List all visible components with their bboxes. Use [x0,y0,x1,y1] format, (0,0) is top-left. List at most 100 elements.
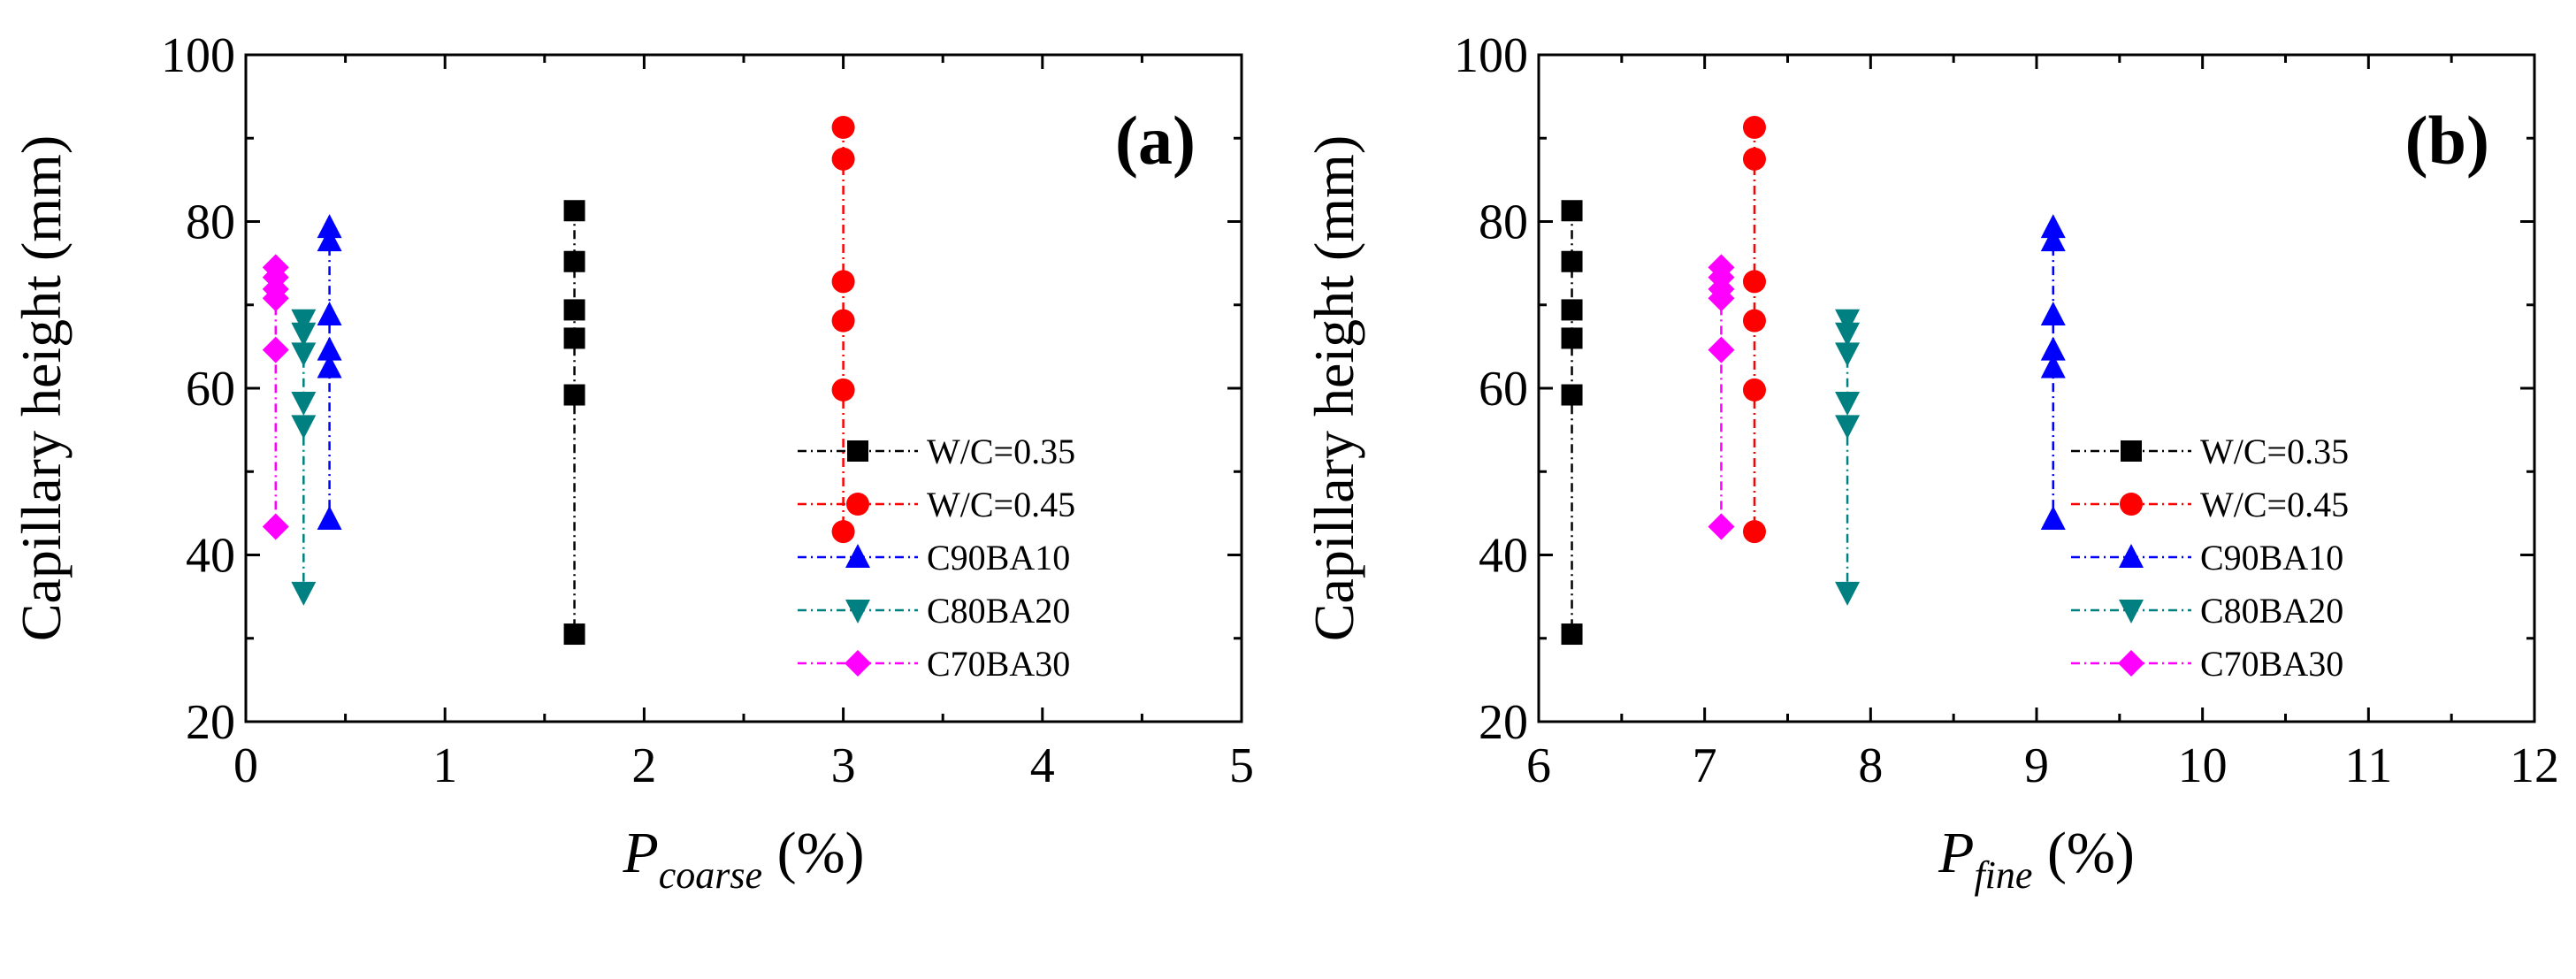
legend-marker-1-2 [2119,544,2144,568]
data-point-1-1-3 [1742,270,1766,294]
x-tick-label-0-3: 3 [831,738,856,793]
data-point-1-1-5 [1742,115,1766,139]
plot-frame-0 [244,53,1243,723]
data-point-1-0-5 [1561,200,1583,222]
data-point-1-0-2 [1561,327,1583,349]
x-tick-label-1-1: 7 [1693,738,1717,793]
x-tick-label-0-1: 1 [432,738,457,793]
data-point-0-2-3 [317,302,342,326]
legend-label-1-4: C70BA30 [2200,644,2343,684]
y-tick-label-1-3: 80 [1479,195,1528,250]
data-point-0-3-1 [291,415,317,440]
x-tick-label-0-5: 5 [1229,738,1254,793]
data-point-0-0-4 [563,250,585,272]
chart-panel-1: 6 7 8 9 10 11 12 20 40 60 80 100 Capillary height (m… [1303,28,2559,897]
legend-marker-0-4 [845,650,871,677]
legend-marker-0-0 [847,440,868,462]
x-axis-title-1: Pfine (%) [1938,821,2135,897]
x-tick-label-1-4: 10 [2178,738,2228,793]
data-point-1-0-3 [1561,299,1583,321]
legend-label-0-3: C80BA20 [927,591,1070,631]
y-tick-label-1-4: 100 [1454,28,1528,83]
data-point-1-1-2 [1742,309,1766,333]
y-axis-title-1: Capillary height (mm) [1303,135,1365,641]
data-point-0-1-4 [831,147,855,171]
legend-label-1-1: W/C=0.45 [2200,485,2349,524]
legend-marker-0-2 [845,544,870,568]
y-tick-label-0-1: 40 [186,529,235,584]
legend-label-1-0: W/C=0.35 [2200,432,2349,471]
data-point-1-3-5 [1835,309,1861,333]
data-point-1-2-3 [2040,302,2066,326]
data-point-0-1-5 [831,115,855,139]
x-tick-label-1-6: 12 [2510,738,2559,793]
data-point-1-2-2 [2040,336,2066,361]
legend-marker-0-1 [846,493,869,516]
data-point-0-0-5 [563,200,585,222]
legend-marker-1-0 [2121,440,2142,462]
data-point-1-4-1 [1708,336,1735,363]
y-tick-label-1-0: 20 [1479,695,1528,750]
legend-marker-0-3 [845,600,870,623]
legend-marker-1-3 [2119,600,2144,623]
data-point-0-4-1 [262,336,289,363]
data-point-1-3-4 [1835,322,1861,347]
y-axis-title-0: Capillary height (mm) [10,135,73,641]
x-tick-label-0-2: 2 [631,738,656,793]
data-point-0-2-4 [317,227,342,252]
data-point-0-4-0 [262,513,289,540]
data-point-0-2-2 [317,336,342,361]
data-point-1-2-4 [2040,227,2066,252]
data-point-0-0-1 [563,384,585,406]
panel-label-0: (a) [1115,102,1196,179]
y-tick-label-0-3: 80 [186,195,235,250]
data-point-0-1-1 [831,378,855,402]
x-tick-label-1-3: 9 [2024,738,2049,793]
chart-panel-0: 0 1 2 3 4 5 20 40 60 80 100 Capillary height (mm) Pc… [10,28,1254,897]
data-point-0-2-1 [317,354,342,379]
data-point-0-3-2 [291,392,317,417]
data-point-0-3-3 [291,342,317,367]
panel-label-1: (b) [2405,102,2489,179]
data-point-0-0-2 [563,327,585,349]
data-point-0-1-3 [831,270,855,294]
legend-label-0-2: C90BA10 [927,538,1070,577]
legend-marker-1-1 [2120,493,2143,516]
data-point-1-2-1 [2040,354,2066,379]
data-point-0-2-0 [317,505,342,530]
x-axis-title-0: Pcoarse (%) [622,821,864,897]
data-point-1-3-1 [1835,415,1861,440]
data-point-1-0-4 [1561,250,1583,272]
y-tick-label-1-2: 60 [1479,362,1528,417]
legend-label-1-3: C80BA20 [2200,591,2343,631]
y-tick-label-0-4: 100 [161,28,235,83]
y-tick-label-0-2: 60 [186,362,235,417]
data-point-0-3-4 [291,322,317,347]
data-point-1-1-0 [1742,520,1766,544]
x-tick-label-1-5: 11 [2344,738,2392,793]
data-point-1-1-4 [1742,147,1766,171]
data-point-1-3-2 [1835,392,1861,417]
x-tick-label-0-4: 4 [1030,738,1055,793]
legend-label-1-2: C90BA10 [2200,538,2343,577]
x-tick-label-1-2: 8 [1858,738,1883,793]
data-point-0-1-0 [831,520,855,544]
y-tick-label-1-1: 40 [1479,529,1528,584]
legend-label-0-0: W/C=0.35 [927,432,1075,471]
data-point-1-3-0 [1835,581,1861,606]
legend-marker-1-4 [2118,650,2144,677]
data-point-0-0-0 [563,623,585,646]
data-point-1-2-0 [2040,505,2066,530]
data-point-1-1-1 [1742,378,1766,402]
legend-label-0-4: C70BA30 [927,644,1070,684]
data-point-1-0-1 [1561,384,1583,406]
plot-frame-1 [1537,53,2536,723]
data-point-1-4-0 [1708,513,1735,540]
data-point-0-3-5 [291,309,317,333]
y-tick-label-0-0: 20 [186,695,235,750]
data-point-0-1-2 [831,309,855,333]
data-point-1-3-3 [1835,342,1861,367]
data-point-1-0-0 [1561,623,1583,646]
